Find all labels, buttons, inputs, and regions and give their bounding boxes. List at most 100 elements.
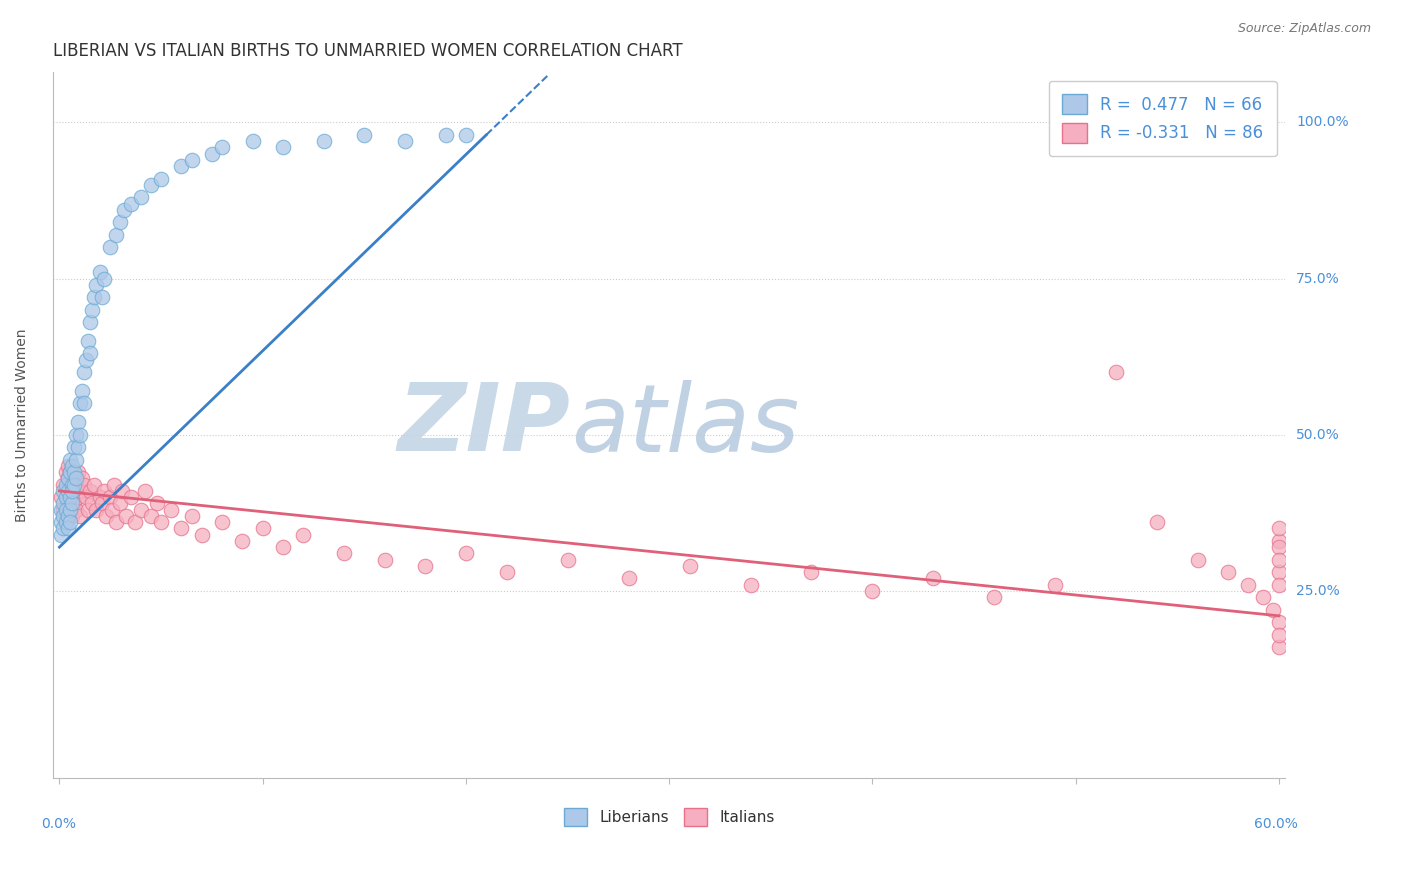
Point: [51, 527, 73, 541]
Point: [65, 502, 87, 516]
Point: [1105, 365, 1128, 379]
Text: ZIP: ZIP: [398, 379, 571, 471]
Point: [56, 458, 79, 473]
Point: [52, 502, 75, 516]
Point: [211, 140, 233, 154]
Point: [93, 483, 115, 498]
Point: [62, 496, 84, 510]
Point: [139, 178, 162, 192]
Point: [96, 508, 118, 523]
Point: [55, 477, 77, 491]
Point: [56, 521, 79, 535]
Point: [983, 590, 1005, 604]
Point: [60, 483, 83, 498]
Point: [73, 477, 96, 491]
Point: [120, 196, 142, 211]
Point: [114, 202, 136, 217]
Point: [1268, 565, 1291, 579]
Point: [111, 483, 134, 498]
Point: [60, 508, 83, 523]
Point: [454, 128, 477, 142]
Point: [110, 496, 132, 510]
Point: [52, 477, 75, 491]
Point: [120, 490, 142, 504]
Point: [55, 490, 77, 504]
Y-axis label: Births to Unmarried Women: Births to Unmarried Women: [15, 328, 30, 522]
Point: [76, 334, 98, 348]
Point: [70, 471, 93, 485]
Point: [110, 215, 132, 229]
Point: [62, 477, 84, 491]
Point: [1218, 565, 1240, 579]
Point: [79, 346, 101, 360]
Point: [84, 502, 107, 516]
Point: [211, 515, 233, 529]
Point: [83, 477, 105, 491]
Point: [271, 140, 294, 154]
Point: [105, 227, 128, 242]
Point: [51, 502, 73, 516]
Point: [55, 502, 77, 516]
Point: [98, 240, 121, 254]
Point: [66, 465, 89, 479]
Point: [201, 146, 224, 161]
Point: [1146, 515, 1168, 529]
Point: [80, 496, 103, 510]
Point: [58, 477, 80, 491]
Point: [70, 384, 93, 398]
Point: [124, 515, 146, 529]
Point: [740, 577, 762, 591]
Point: [1237, 577, 1260, 591]
Point: [84, 277, 107, 292]
Point: [79, 315, 101, 329]
Point: [58, 465, 80, 479]
Point: [800, 565, 823, 579]
Point: [231, 533, 253, 548]
Point: [91, 290, 114, 304]
Point: [98, 490, 121, 504]
Point: [80, 302, 103, 317]
Point: [56, 471, 79, 485]
Point: [146, 496, 169, 510]
Text: 75.0%: 75.0%: [1296, 271, 1340, 285]
Text: 100.0%: 100.0%: [1296, 115, 1348, 129]
Point: [56, 496, 79, 510]
Point: [66, 440, 89, 454]
Point: [1268, 533, 1291, 548]
Point: [65, 427, 87, 442]
Point: [75, 490, 97, 504]
Point: [51, 515, 73, 529]
Point: [65, 452, 87, 467]
Point: [58, 465, 80, 479]
Point: [75, 352, 97, 367]
Point: [65, 471, 87, 485]
Point: [678, 558, 700, 573]
Point: [89, 490, 111, 504]
Point: [1251, 590, 1274, 604]
Point: [150, 171, 173, 186]
Point: [292, 527, 315, 541]
Point: [252, 521, 274, 535]
Point: [76, 502, 98, 516]
Point: [56, 471, 79, 485]
Text: 0.0%: 0.0%: [41, 817, 76, 831]
Point: [55, 515, 77, 529]
Point: [56, 508, 79, 523]
Point: [353, 128, 375, 142]
Point: [62, 440, 84, 454]
Point: [58, 502, 80, 516]
Point: [83, 290, 105, 304]
Point: [862, 583, 884, 598]
Point: [52, 496, 75, 510]
Point: [242, 134, 264, 148]
Point: [115, 508, 138, 523]
Text: 25.0%: 25.0%: [1296, 584, 1340, 598]
Point: [79, 483, 101, 498]
Point: [65, 477, 87, 491]
Point: [170, 159, 193, 173]
Point: [333, 546, 356, 560]
Point: [58, 515, 80, 529]
Point: [1268, 577, 1291, 591]
Point: [170, 521, 193, 535]
Legend: Liberians, Italians: Liberians, Italians: [557, 800, 782, 834]
